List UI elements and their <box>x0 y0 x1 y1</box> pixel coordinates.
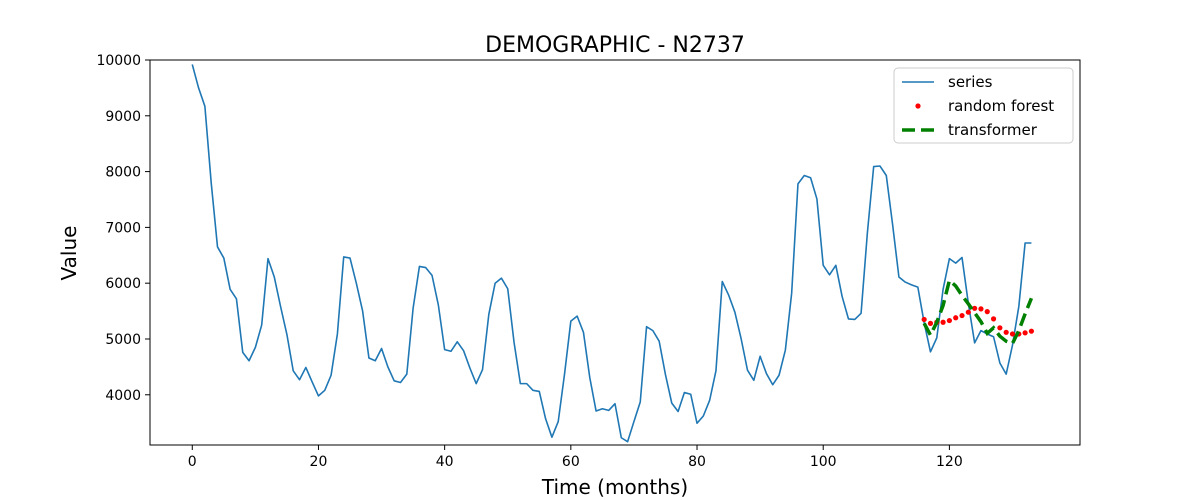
legend-box <box>893 67 1074 144</box>
y-tick-label: 9000 <box>105 109 141 125</box>
legend-label: transformer <box>948 121 1038 139</box>
series-line-transformer <box>922 277 1034 346</box>
y-tick-label: 8000 <box>105 165 141 181</box>
data-point-random-forest <box>1009 331 1016 337</box>
y-axis: 4000 5000 6000 7000 8000 9000 10000 <box>96 53 150 404</box>
plot-frame <box>149 59 1081 446</box>
data-point-random-forest <box>921 316 927 323</box>
y-tick-label: 4000 <box>105 388 141 404</box>
x-tick-label: 0 <box>188 454 197 470</box>
data-point-random-forest <box>984 309 990 315</box>
series-group <box>191 64 1035 443</box>
data-point-random-forest <box>927 320 934 326</box>
y-axis-title: Value <box>57 226 81 281</box>
x-tick-label: 60 <box>562 454 580 470</box>
x-tick-label: 100 <box>810 454 837 470</box>
legend: series random forest transformer <box>893 67 1074 144</box>
chart-title: DEMOGRAPHIC - N2737 <box>485 33 745 58</box>
legend-swatch <box>915 103 921 109</box>
y-tick-label: 5000 <box>105 332 141 348</box>
data-point-random-forest <box>1022 330 1028 336</box>
x-tick-label: 20 <box>310 454 328 470</box>
data-point-random-forest <box>959 312 965 319</box>
data-point-random-forest <box>997 325 1003 331</box>
x-axis: 0 20 40 60 80 100 120 <box>188 445 963 470</box>
data-point-random-forest <box>990 316 997 322</box>
data-point-random-forest <box>972 305 978 311</box>
data-point-random-forest <box>965 309 971 315</box>
x-tick-label: 120 <box>936 454 963 470</box>
data-point-random-forest <box>940 319 946 325</box>
y-tick-label: 7000 <box>105 220 141 236</box>
data-point-random-forest <box>1028 328 1035 334</box>
legend-label: series <box>948 73 993 91</box>
series-line-series <box>191 64 1032 443</box>
x-tick-label: 80 <box>688 454 706 470</box>
data-point-random-forest <box>978 306 984 312</box>
series-layer <box>191 64 1035 443</box>
data-point-random-forest <box>946 317 952 324</box>
x-axis-title: Time (months) <box>541 475 688 499</box>
data-point-random-forest <box>1003 329 1009 335</box>
legend-label: random forest <box>948 97 1054 115</box>
data-point-random-forest <box>953 315 959 321</box>
y-tick-label: 10000 <box>96 53 141 69</box>
x-tick-label: 40 <box>436 454 454 470</box>
y-tick-label: 6000 <box>105 276 141 292</box>
